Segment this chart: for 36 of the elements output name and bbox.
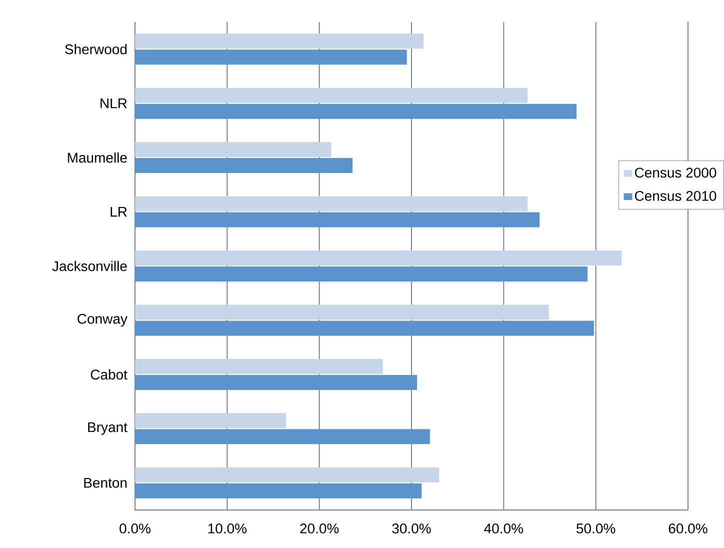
y-tick-label: Sherwood (65, 44, 127, 54)
bar (135, 304, 549, 320)
bar (135, 250, 622, 266)
bar (135, 374, 418, 390)
bar (135, 212, 540, 228)
x-tick-label: 50.0% (576, 524, 616, 534)
bar (135, 413, 286, 428)
y-tick-label: Conway (78, 314, 128, 327)
y-tick-label: Bryant (88, 422, 128, 435)
bar (135, 34, 424, 49)
y-tick-label: NLR (100, 98, 127, 108)
bar (135, 142, 332, 158)
y-tick-label: Jacksonville (52, 260, 127, 272)
bar (135, 266, 588, 282)
bar (135, 196, 528, 212)
y-tick-label: Cabot (90, 369, 128, 380)
x-tick-label: 20.0% (300, 524, 339, 534)
y-tick-label: Benton (84, 478, 127, 488)
legend-label: Census 2000 (634, 168, 716, 178)
x-tick-label: 0.0% (120, 524, 150, 534)
y-tick-label: LR (110, 206, 127, 217)
bar (135, 88, 528, 103)
x-tick-label: 30.0% (392, 524, 431, 534)
bar (135, 483, 422, 498)
bar (135, 429, 430, 444)
y-tick-label: Maumelle (68, 152, 127, 163)
bar (135, 50, 407, 65)
legend-label: Census 2010 (634, 190, 716, 201)
x-tick-label: 40.0% (484, 524, 524, 534)
bar (135, 358, 383, 374)
x-tick-label: 60.0% (668, 524, 708, 534)
bar (135, 467, 440, 482)
bar (135, 158, 353, 174)
x-tick-label: 10.0% (208, 524, 247, 534)
bar (135, 104, 576, 119)
bar (135, 320, 594, 336)
